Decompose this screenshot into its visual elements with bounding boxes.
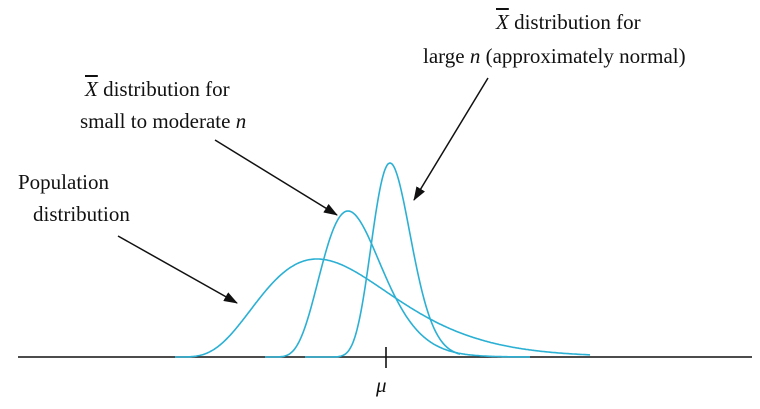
large-n-arrow (413, 77, 489, 201)
small-n-label-line2: small to moderate n (80, 109, 246, 134)
n-variable: n (235, 109, 247, 133)
population-label-line2: distribution (33, 202, 130, 226)
population-arrow (117, 235, 238, 304)
large-n-label-line2-post: (approximately normal) (480, 44, 686, 68)
mean-label: μ (376, 373, 387, 397)
large-n-distribution-curve (305, 162, 461, 358)
large-n-label-line2: large n (approximately normal) (423, 44, 686, 69)
x-bar-symbol: X (85, 77, 98, 101)
small-n-arrow (214, 139, 338, 216)
n-variable: n (469, 44, 481, 68)
small-n-label-line2-pre: small to moderate (80, 109, 236, 133)
x-bar-symbol: X (496, 10, 509, 34)
large-n-label: X distribution for (496, 10, 641, 35)
small-n-label-line1-text: distribution for (97, 77, 230, 101)
small-moderate-n-distribution-curve (265, 210, 530, 358)
large-n-label-line2-pre: large (423, 44, 470, 68)
population-distribution-curve (175, 258, 591, 358)
small-n-label: X distribution for (85, 77, 230, 102)
large-n-label-line1-text: distribution for (508, 10, 641, 34)
population-label-line1: Population (18, 170, 110, 194)
